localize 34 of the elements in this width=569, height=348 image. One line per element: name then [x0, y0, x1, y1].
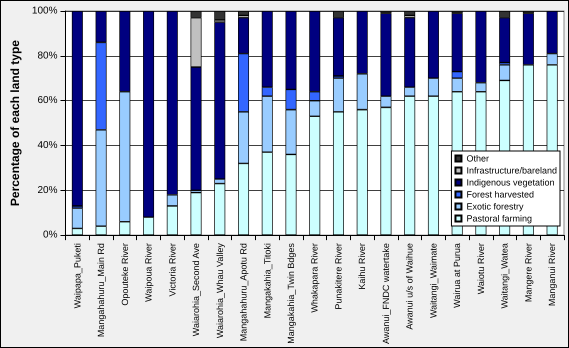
x-tick-label: Victoria River — [167, 243, 178, 296]
x-tick-label: Waiotu River — [476, 243, 486, 294]
x-tick-label: Mangahahuru_Main Rd — [96, 243, 106, 338]
x-tick-label: Waitangi_Watea — [500, 243, 510, 308]
x-tick-label: Mangakahia_Titoki — [262, 243, 272, 318]
x-tick-label: Waipapa_Puketi — [72, 243, 82, 308]
x-tick-label: Mangere River — [523, 243, 534, 302]
legend-label: Infrastructure/bareland — [466, 166, 558, 176]
x-tick-label: Waiarohia_Second Ave — [191, 243, 202, 336]
x-tick-label: Opouteke River — [120, 243, 130, 306]
x-tick-label: Wairua at Purua — [452, 243, 462, 308]
x-tick-label: Punakitere River — [333, 243, 344, 310]
legend-label: Indigenous vegetation — [466, 178, 555, 188]
x-tick-label: Awanui u/s of Waihue — [404, 243, 415, 330]
x-tick-label: Waiarohia_Whau Valley — [214, 242, 225, 338]
y-tick-label: 40% — [37, 140, 58, 151]
x-tick-label: Manganui River — [547, 243, 558, 306]
x-tick-label: Kaihu River — [357, 243, 368, 290]
x-tick-label: Waipoua River — [144, 243, 154, 302]
y-axis-title: Percentage of each land type — [8, 40, 22, 206]
legend-label: Other — [466, 154, 489, 164]
y-tick-label: 0% — [43, 230, 58, 241]
y-tick-label: 60% — [37, 95, 58, 106]
y-tick-label: 100% — [32, 6, 58, 16]
x-tick-label: Mangahahuru_Apotu Rd — [238, 243, 249, 342]
legend-label: Forest harvested — [466, 190, 534, 200]
x-tick-label: Whakapara River — [310, 243, 320, 313]
y-tick-label: 20% — [37, 184, 58, 196]
y-tick-label: 80% — [37, 50, 58, 62]
legend-label: Exotic forestry — [466, 202, 524, 212]
x-tick-label: Awanui_FNDC watertake — [380, 243, 391, 344]
x-tick-label: Mangakahia_Twin Bdges — [286, 242, 296, 344]
legend-label: Pastoral farming — [466, 214, 532, 224]
x-tick-label: Waitangi_Waimate — [428, 243, 438, 318]
